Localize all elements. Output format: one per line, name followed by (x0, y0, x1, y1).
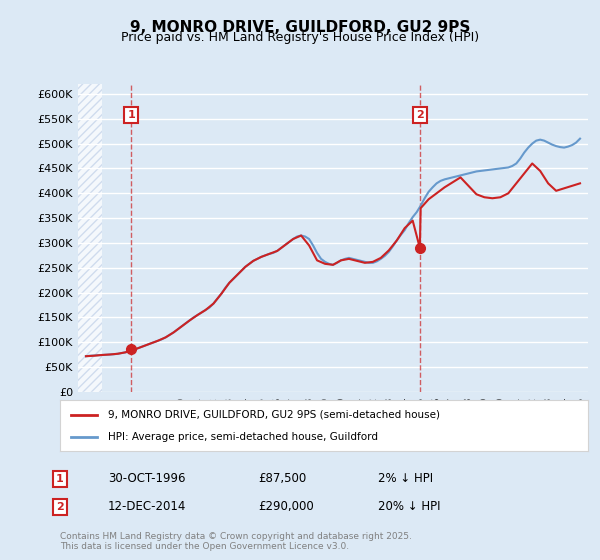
Text: 2% ↓ HPI: 2% ↓ HPI (378, 472, 433, 486)
Text: 1: 1 (127, 110, 135, 120)
Text: HPI: Average price, semi-detached house, Guildford: HPI: Average price, semi-detached house,… (107, 432, 377, 442)
Text: 30-OCT-1996: 30-OCT-1996 (108, 472, 185, 486)
Text: Price paid vs. HM Land Registry's House Price Index (HPI): Price paid vs. HM Land Registry's House … (121, 31, 479, 44)
Text: 1: 1 (56, 474, 64, 484)
Text: 20% ↓ HPI: 20% ↓ HPI (378, 500, 440, 514)
Text: 9, MONRO DRIVE, GUILDFORD, GU2 9PS: 9, MONRO DRIVE, GUILDFORD, GU2 9PS (130, 20, 470, 35)
Text: 9, MONRO DRIVE, GUILDFORD, GU2 9PS (semi-detached house): 9, MONRO DRIVE, GUILDFORD, GU2 9PS (semi… (107, 409, 440, 419)
Text: 2: 2 (416, 110, 424, 120)
Text: 12-DEC-2014: 12-DEC-2014 (108, 500, 187, 514)
Text: £87,500: £87,500 (258, 472, 306, 486)
Text: £290,000: £290,000 (258, 500, 314, 514)
Bar (78, 84, 102, 392)
Text: 2: 2 (56, 502, 64, 512)
Text: Contains HM Land Registry data © Crown copyright and database right 2025.
This d: Contains HM Land Registry data © Crown c… (60, 532, 412, 552)
